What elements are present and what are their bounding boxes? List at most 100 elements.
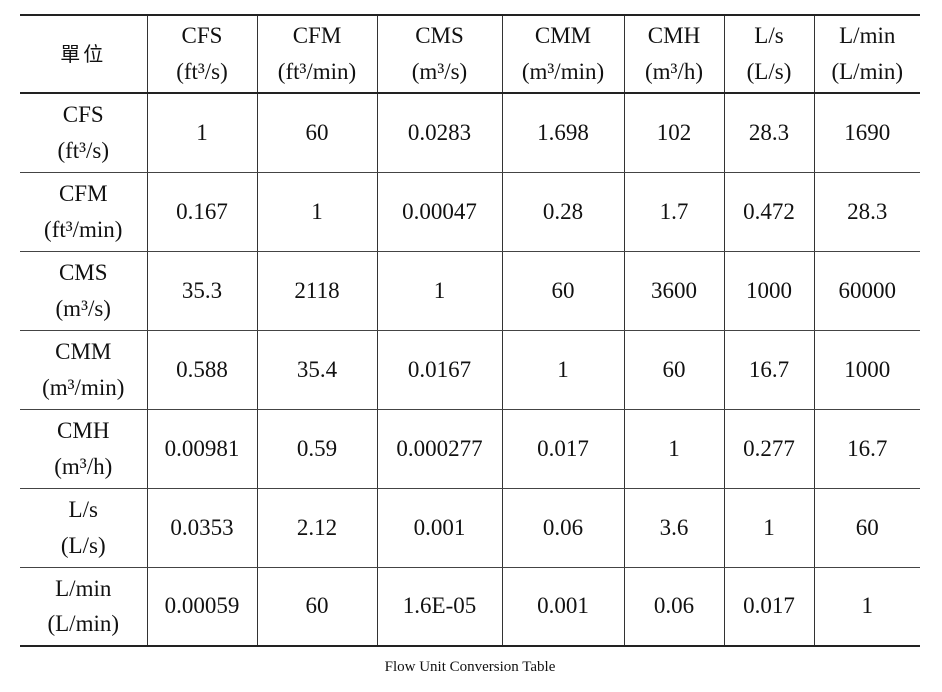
row-name: L/s xyxy=(68,496,98,522)
table-cell: 60 xyxy=(813,487,920,568)
table-cell: 1 xyxy=(376,250,503,331)
column-header: L/s (L/s) xyxy=(723,14,815,94)
row-header: CMM (m³/min) xyxy=(20,329,148,410)
table-cell: 0.001 xyxy=(376,487,503,568)
table-cell: 0.0283 xyxy=(376,92,503,173)
corner-header-cell: 單位 xyxy=(20,14,148,94)
table-cell: 0.28 xyxy=(501,171,625,252)
table-cell: 1.7 xyxy=(623,171,725,252)
row-unit: (m³/h) xyxy=(54,453,113,479)
table-cell: 60 xyxy=(256,566,378,647)
table-cell: 0.017 xyxy=(723,566,815,647)
table-cell: 60000 xyxy=(813,250,920,331)
table-cell: 16.7 xyxy=(723,329,815,410)
table-cell: 0.00981 xyxy=(146,408,258,489)
table-cell: 0.06 xyxy=(623,566,725,647)
table-cell: 35.3 xyxy=(146,250,258,331)
table-cell: 0.588 xyxy=(146,329,258,410)
table-cell: 1000 xyxy=(813,329,920,410)
table-cell: 35.4 xyxy=(256,329,378,410)
table-cell: 0.0167 xyxy=(376,329,503,410)
row-name: CMS xyxy=(58,259,108,285)
table-cell: 1.698 xyxy=(501,92,625,173)
flow-conversion-table: 單位 CFS (ft³/s) CFM (ft³/min) CMS (m³/s) … xyxy=(20,14,920,647)
column-header: L/min (L/min) xyxy=(813,14,920,94)
table-cell: 3.6 xyxy=(623,487,725,568)
column-header: CFS (ft³/s) xyxy=(146,14,258,94)
row-name: CFS xyxy=(62,102,104,128)
table-cell: 16.7 xyxy=(813,408,920,489)
column-unit: (L/min) xyxy=(831,59,904,84)
table-header-row: 單位 CFS (ft³/s) CFM (ft³/min) CMS (m³/s) … xyxy=(20,14,920,94)
table-cell: 0.017 xyxy=(501,408,625,489)
row-unit: (ft³/min) xyxy=(44,216,123,242)
table-cell: 0.0353 xyxy=(146,487,258,568)
table-cell: 0.472 xyxy=(723,171,815,252)
table-cell: 1 xyxy=(146,92,258,173)
column-unit: (m³/min) xyxy=(521,59,605,84)
table-cell: 60 xyxy=(501,250,625,331)
table-cell: 28.3 xyxy=(723,92,815,173)
column-unit: (m³/s) xyxy=(411,59,468,84)
table-cell: 0.001 xyxy=(501,566,625,647)
table-cell: 0.00059 xyxy=(146,566,258,647)
table-cell: 1.6E-05 xyxy=(376,566,503,647)
row-unit: (L/min) xyxy=(47,611,120,637)
column-name: CMH xyxy=(647,23,701,49)
table-row: CFM (ft³/min) 0.167 1 0.00047 0.28 1.7 0… xyxy=(20,171,920,252)
row-name: CMH xyxy=(57,417,110,443)
table-row: CMH (m³/h) 0.00981 0.59 0.000277 0.017 1… xyxy=(20,408,920,489)
table-cell: 60 xyxy=(623,329,725,410)
table-row: CFS (ft³/s) 1 60 0.0283 1.698 102 28.3 1… xyxy=(20,92,920,173)
table-row: CMS (m³/s) 35.3 2118 1 60 3600 1000 6000… xyxy=(20,250,920,331)
row-unit: (L/s) xyxy=(60,532,106,558)
column-header: CMM (m³/min) xyxy=(501,14,625,94)
column-unit: (L/s) xyxy=(746,59,792,84)
table-cell: 1 xyxy=(501,329,625,410)
table-cell: 1 xyxy=(723,487,815,568)
table-row: L/min (L/min) 0.00059 60 1.6E-05 0.001 0… xyxy=(20,566,920,647)
column-name: CMS xyxy=(415,23,464,49)
row-unit: (ft³/s) xyxy=(57,137,110,163)
column-name: CMM xyxy=(534,23,592,49)
column-unit: (ft³/s) xyxy=(176,59,228,84)
table-cell: 0.59 xyxy=(256,408,378,489)
column-name: CFS xyxy=(181,23,223,49)
row-header: CMS (m³/s) xyxy=(20,250,148,331)
column-header: CFM (ft³/min) xyxy=(256,14,378,94)
table-cell: 0.000277 xyxy=(376,408,503,489)
corner-label: 單位 xyxy=(60,42,107,67)
row-name: CFM xyxy=(58,180,108,206)
column-unit: (ft³/min) xyxy=(277,59,357,84)
column-name: L/min xyxy=(839,23,896,49)
table-cell: 0.06 xyxy=(501,487,625,568)
row-name: L/min xyxy=(55,575,112,601)
table-cell: 102 xyxy=(623,92,725,173)
column-header: CMH (m³/h) xyxy=(623,14,725,94)
column-name: CFM xyxy=(292,23,342,49)
column-name: L/s xyxy=(754,23,784,49)
row-header: CFM (ft³/min) xyxy=(20,171,148,252)
table-cell: 2118 xyxy=(256,250,378,331)
table-cell: 0.00047 xyxy=(376,171,503,252)
row-header: CMH (m³/h) xyxy=(20,408,148,489)
document-page: 單位 CFS (ft³/s) CFM (ft³/min) CMS (m³/s) … xyxy=(20,14,920,676)
table-cell: 28.3 xyxy=(813,171,920,252)
row-header: L/min (L/min) xyxy=(20,566,148,647)
row-unit: (m³/s) xyxy=(55,295,111,321)
column-unit: (m³/h) xyxy=(645,59,703,84)
table-caption: Flow Unit Conversion Table xyxy=(384,659,556,675)
table-cell: 1 xyxy=(813,566,920,647)
table-cell: 0.277 xyxy=(723,408,815,489)
table-cell: 3600 xyxy=(623,250,725,331)
table-row: L/s (L/s) 0.0353 2.12 0.001 0.06 3.6 1 6… xyxy=(20,487,920,568)
table-cell: 2.12 xyxy=(256,487,378,568)
table-cell: 1690 xyxy=(813,92,920,173)
table-cell: 60 xyxy=(256,92,378,173)
row-header: L/s (L/s) xyxy=(20,487,148,568)
row-unit: (m³/min) xyxy=(42,374,125,400)
table-cell: 0.167 xyxy=(146,171,258,252)
row-header: CFS (ft³/s) xyxy=(20,92,148,173)
table-row: CMM (m³/min) 0.588 35.4 0.0167 1 60 16.7… xyxy=(20,329,920,410)
row-name: CMM xyxy=(55,338,112,364)
